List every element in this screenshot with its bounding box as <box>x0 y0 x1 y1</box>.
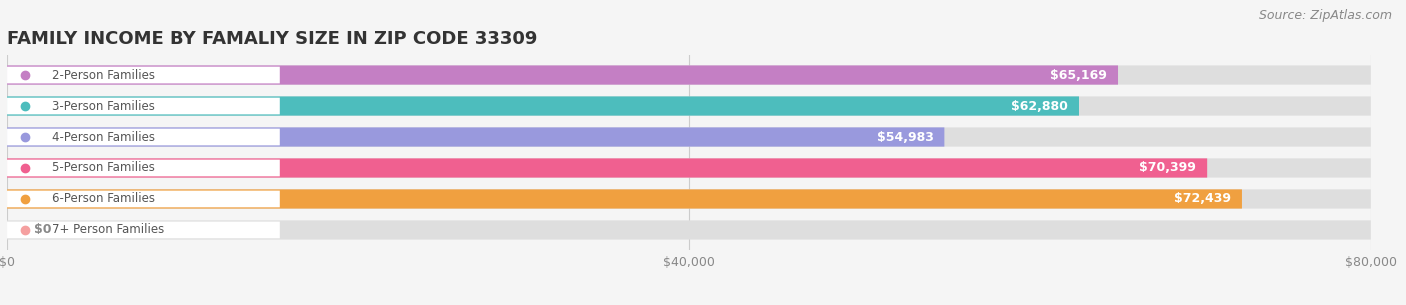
Text: $0: $0 <box>34 224 52 236</box>
Text: $65,169: $65,169 <box>1050 69 1107 81</box>
FancyBboxPatch shape <box>7 96 1371 116</box>
FancyBboxPatch shape <box>7 127 945 147</box>
FancyBboxPatch shape <box>7 191 280 207</box>
Text: 2-Person Families: 2-Person Families <box>52 69 155 81</box>
Text: FAMILY INCOME BY FAMALIY SIZE IN ZIP CODE 33309: FAMILY INCOME BY FAMALIY SIZE IN ZIP COD… <box>7 30 537 48</box>
Text: $70,399: $70,399 <box>1139 161 1197 174</box>
FancyBboxPatch shape <box>7 96 1078 116</box>
FancyBboxPatch shape <box>7 189 1371 209</box>
FancyBboxPatch shape <box>7 158 1208 178</box>
FancyBboxPatch shape <box>7 67 280 83</box>
FancyBboxPatch shape <box>7 66 1371 85</box>
Text: 4-Person Families: 4-Person Families <box>52 131 155 144</box>
Text: Source: ZipAtlas.com: Source: ZipAtlas.com <box>1258 9 1392 22</box>
Text: 3-Person Families: 3-Person Families <box>52 99 155 113</box>
FancyBboxPatch shape <box>7 189 1241 209</box>
FancyBboxPatch shape <box>7 98 280 114</box>
Text: 5-Person Families: 5-Person Families <box>52 161 155 174</box>
Text: 6-Person Families: 6-Person Families <box>52 192 155 206</box>
FancyBboxPatch shape <box>7 66 1118 85</box>
Text: $62,880: $62,880 <box>1011 99 1069 113</box>
FancyBboxPatch shape <box>7 129 280 145</box>
FancyBboxPatch shape <box>7 222 280 238</box>
FancyBboxPatch shape <box>7 220 1371 239</box>
FancyBboxPatch shape <box>7 160 280 176</box>
Text: $54,983: $54,983 <box>876 131 934 144</box>
FancyBboxPatch shape <box>7 127 1371 147</box>
FancyBboxPatch shape <box>7 158 1371 178</box>
Text: $72,439: $72,439 <box>1174 192 1232 206</box>
Text: 7+ Person Families: 7+ Person Families <box>52 224 165 236</box>
